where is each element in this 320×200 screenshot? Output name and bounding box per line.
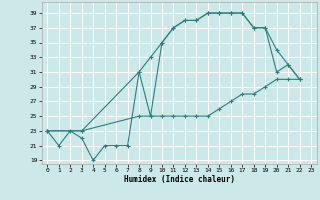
X-axis label: Humidex (Indice chaleur): Humidex (Indice chaleur) xyxy=(124,175,235,184)
